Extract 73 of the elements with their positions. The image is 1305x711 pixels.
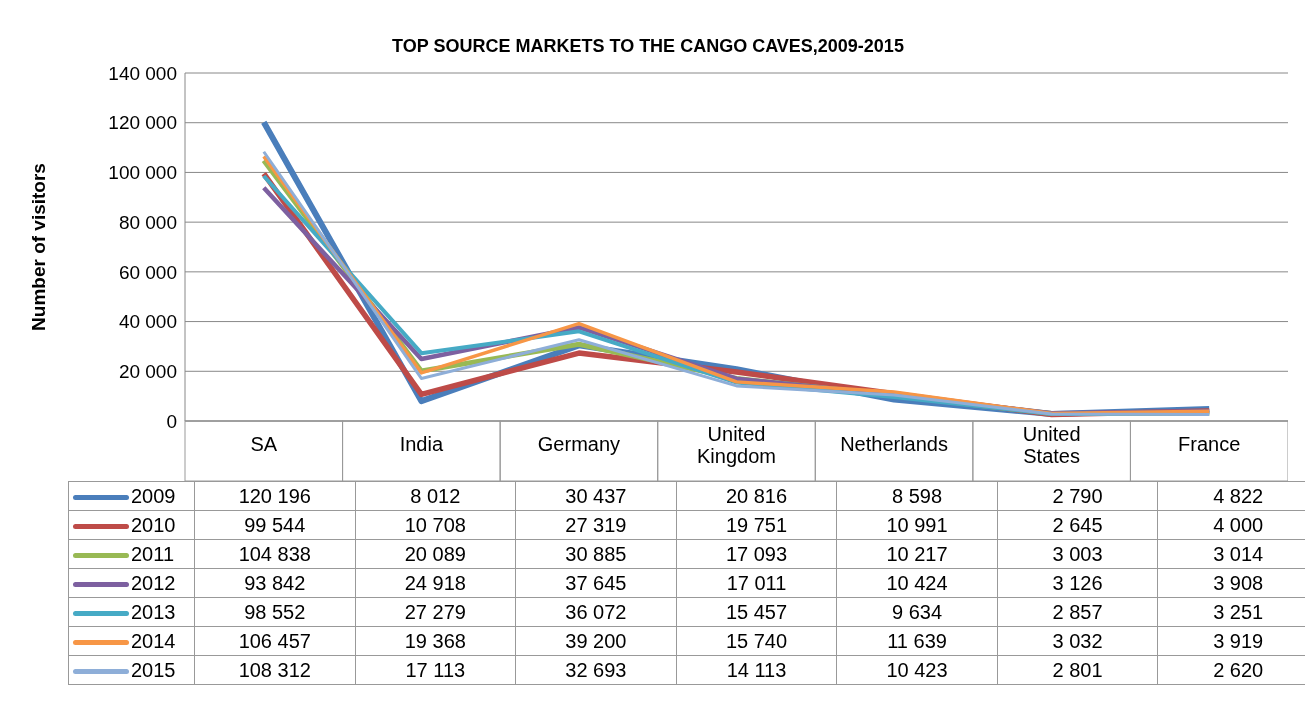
legend-label: 2015 <box>131 658 176 681</box>
y-axis-title: Number of visitors <box>27 163 49 331</box>
data-label: 20 816 <box>676 481 837 511</box>
y-tick-label: 20 000 <box>118 361 177 383</box>
data-label: 104 838 <box>194 539 356 569</box>
data-label: 17 011 <box>676 568 837 598</box>
data-label: 3 126 <box>997 568 1158 598</box>
data-label: 14 113 <box>676 655 837 685</box>
data-label: 27 319 <box>515 510 677 540</box>
data-label: 9 634 <box>836 597 998 627</box>
data-label: 93 842 <box>194 568 356 598</box>
data-label: 3 014 <box>1157 539 1305 569</box>
data-label: 120 196 <box>194 481 356 511</box>
y-tick-label: 80 000 <box>118 211 177 233</box>
legend-label: 2009 <box>131 484 176 507</box>
data-label: 4 822 <box>1157 481 1305 511</box>
x-tick-label: France <box>1178 433 1241 455</box>
data-label: 98 552 <box>194 597 356 627</box>
data-label: 8 012 <box>355 481 516 511</box>
data-label: 30 437 <box>515 481 677 511</box>
data-label: 108 312 <box>194 655 356 685</box>
data-label: 10 423 <box>836 655 998 685</box>
legend-label: 2011 <box>131 542 175 565</box>
data-label: 11 639 <box>836 626 998 656</box>
y-tick-label: 140 000 <box>108 62 177 84</box>
data-label: 15 740 <box>676 626 837 656</box>
data-label: 19 751 <box>676 510 837 540</box>
data-label: 15 457 <box>676 597 837 627</box>
data-label: 37 645 <box>515 568 677 598</box>
data-label: 27 279 <box>355 597 516 627</box>
data-label: 10 424 <box>836 568 998 598</box>
data-label: 99 544 <box>194 510 356 540</box>
y-tick-label: 120 000 <box>108 112 177 134</box>
data-label: 2 620 <box>1157 655 1305 685</box>
data-label: 39 200 <box>515 626 677 656</box>
y-tick-label: 40 000 <box>118 311 177 333</box>
data-label: 10 708 <box>355 510 516 540</box>
data-label: 17 093 <box>676 539 837 569</box>
data-label: 2 801 <box>997 655 1158 685</box>
data-label: 3 032 <box>997 626 1158 656</box>
x-tick-label: Netherlands <box>840 433 948 455</box>
data-label: 30 885 <box>515 539 677 569</box>
legend-label: 2014 <box>131 629 176 652</box>
data-label: 17 113 <box>355 655 516 685</box>
y-tick-label: 60 000 <box>118 261 177 283</box>
data-label: 32 693 <box>515 655 677 685</box>
y-tick-label: 100 000 <box>108 162 177 184</box>
data-label: 4 000 <box>1157 510 1305 540</box>
x-tick-label: United States <box>1022 423 1081 467</box>
data-label: 36 072 <box>515 597 677 627</box>
legend-label: 2012 <box>131 571 176 594</box>
data-label: 106 457 <box>194 626 356 656</box>
data-label: 24 918 <box>355 568 516 598</box>
data-label: 19 368 <box>355 626 516 656</box>
chart-title: TOP SOURCE MARKETS TO THE CANGO CAVES,2009-2015 <box>391 35 905 58</box>
data-label: 3 251 <box>1157 597 1305 627</box>
x-tick-label: SA <box>250 433 278 455</box>
legend-label: 2013 <box>131 600 176 623</box>
data-label: 2 645 <box>997 510 1158 540</box>
legend-label: 2010 <box>131 513 176 536</box>
data-label: 2 857 <box>997 597 1158 627</box>
data-label: 20 089 <box>355 539 516 569</box>
data-label: 3 003 <box>997 539 1158 569</box>
data-label: 10 991 <box>836 510 998 540</box>
x-tick-label: United Kingdom <box>697 423 776 467</box>
data-label: 2 790 <box>997 481 1158 511</box>
data-label: 10 217 <box>836 539 998 569</box>
y-tick-label: 0 <box>166 410 177 432</box>
x-tick-label: India <box>399 433 444 455</box>
x-tick-label: Germany <box>537 433 621 455</box>
data-label: 8 598 <box>836 481 998 511</box>
data-label: 3 919 <box>1157 626 1305 656</box>
data-label: 3 908 <box>1157 568 1305 598</box>
